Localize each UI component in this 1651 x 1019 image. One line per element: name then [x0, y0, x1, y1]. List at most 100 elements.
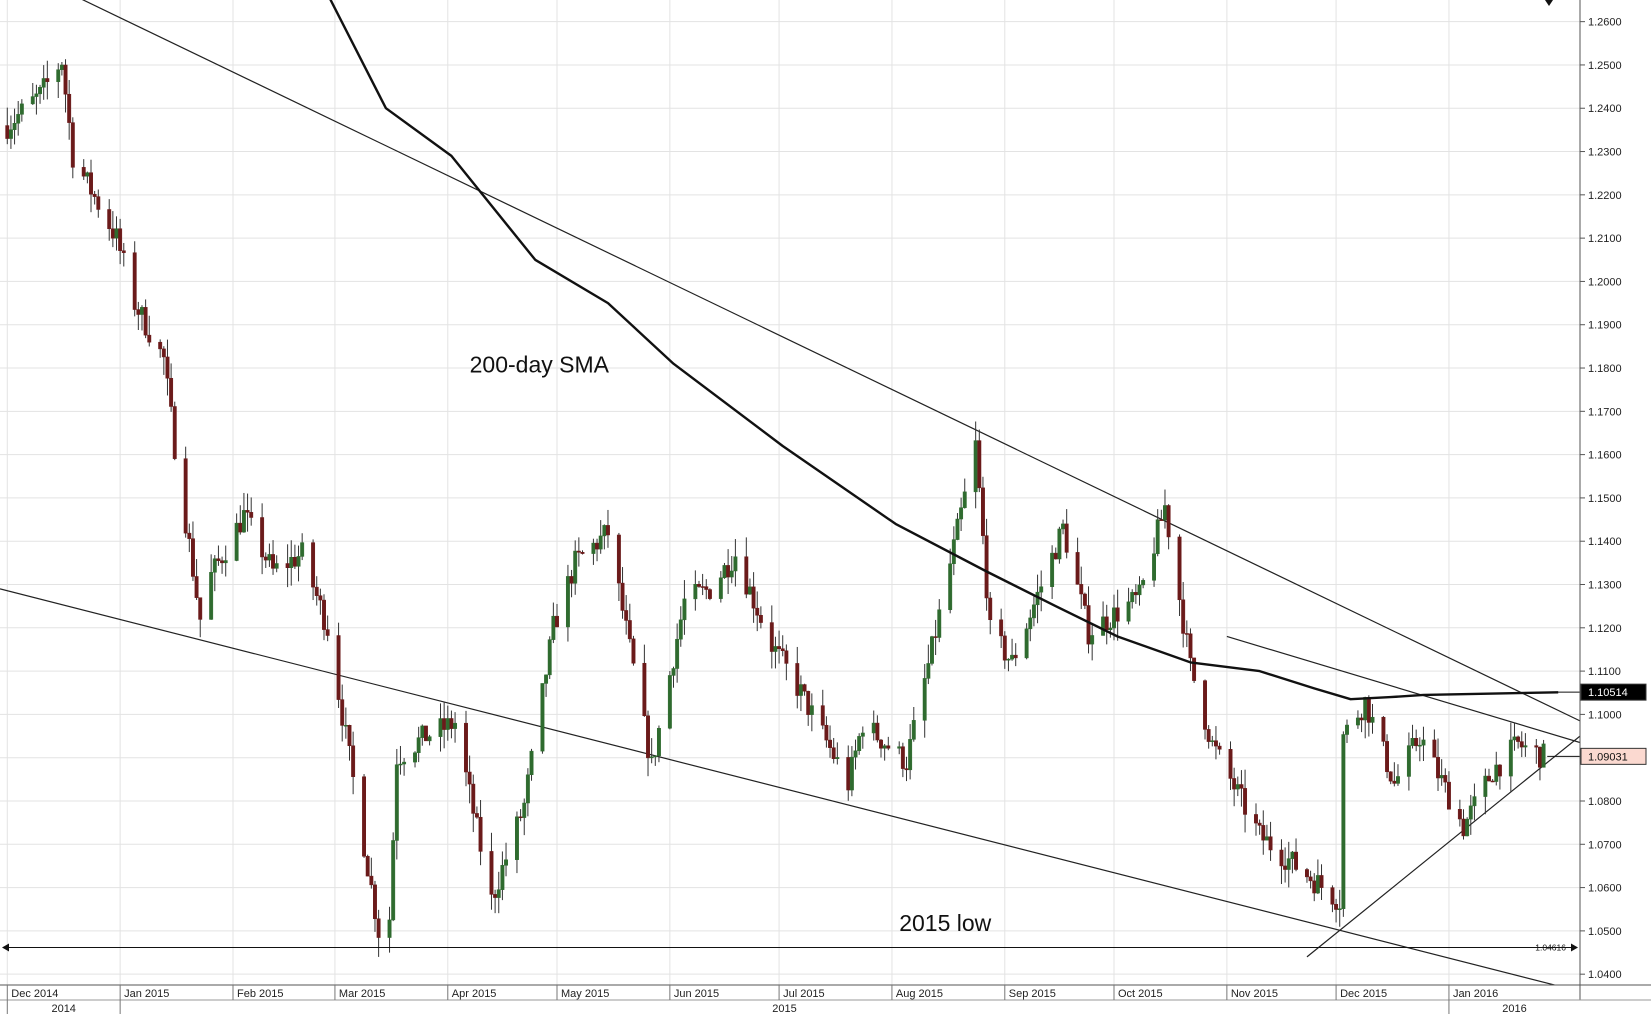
candle-body: [158, 341, 163, 350]
candle-body: [937, 609, 942, 638]
horizontal-levels: [4, 691, 1580, 949]
candle-body: [41, 78, 46, 88]
candle-body: [1490, 780, 1495, 783]
candle-body: [726, 565, 731, 578]
candle-body: [1228, 749, 1233, 779]
candle-body: [547, 639, 552, 676]
grid-lines: [0, 0, 1580, 985]
x-tick-label: Jun 2015: [674, 988, 719, 1000]
y-tick-label: 1.0600: [1588, 883, 1622, 895]
candle-body: [1334, 904, 1339, 910]
candle-body: [351, 745, 356, 777]
candle-body: [198, 597, 203, 620]
x-tick-label: May 2015: [561, 988, 609, 1000]
x-tick-label: Jan 2015: [124, 988, 169, 1000]
candle-body: [780, 648, 785, 652]
candle-body: [362, 776, 367, 857]
x-tick-label: Aug 2015: [896, 988, 943, 1000]
candle-body: [973, 440, 978, 493]
candle-body: [413, 752, 417, 763]
y-tick-label: 1.1000: [1588, 709, 1622, 721]
candle-body: [933, 636, 938, 638]
candle-body: [573, 550, 578, 584]
candle-body: [1305, 869, 1309, 878]
trendline-rising-support: [1306, 735, 1580, 958]
candle-body: [1108, 627, 1113, 631]
candle-body: [773, 646, 778, 652]
candle-body: [45, 78, 50, 82]
candle-body: [67, 93, 72, 123]
candle-body: [1461, 818, 1466, 837]
y-tick-label: 1.1700: [1588, 406, 1622, 418]
trendline-lower-falling: [0, 588, 1557, 985]
candle-body: [190, 538, 195, 577]
candle-body: [1457, 809, 1462, 820]
x-tick-label: Apr 2015: [452, 988, 497, 1000]
y-tick-label: 1.1200: [1588, 623, 1622, 635]
candle-body: [1213, 740, 1218, 747]
candle-body: [849, 756, 854, 791]
candle-body: [1439, 775, 1444, 779]
candle-body: [784, 650, 789, 664]
candle-body: [1203, 680, 1207, 730]
candle-body: [1075, 552, 1080, 585]
candle-body: [602, 525, 607, 537]
scroll-marker-icon: [1545, 0, 1553, 6]
candle-body: [1363, 697, 1368, 721]
candle-body: [387, 919, 392, 938]
candle-body: [1370, 716, 1375, 723]
candle-body: [1163, 505, 1167, 521]
candle-body: [729, 570, 734, 578]
candle-body: [1523, 745, 1528, 748]
candle-body: [300, 542, 305, 557]
candle-body: [1294, 851, 1298, 870]
candle-body: [1130, 592, 1135, 603]
candle-body: [1345, 724, 1349, 735]
candle-body: [1101, 616, 1106, 636]
candle-body: [1206, 729, 1211, 742]
x-tick-label: Dec 2015: [1340, 988, 1387, 1000]
candle-body: [1516, 736, 1521, 742]
candle-body: [1465, 818, 1470, 837]
candle-body: [59, 64, 64, 70]
candle-body: [1141, 580, 1146, 586]
candle-body: [343, 725, 348, 727]
candle-body: [860, 732, 865, 737]
candle-body: [1268, 836, 1273, 851]
candle-body: [555, 615, 559, 628]
candle-body: [489, 851, 494, 895]
year-label: 2016: [1502, 1003, 1526, 1014]
candle-body: [718, 577, 723, 599]
candle-body: [1028, 617, 1033, 630]
candle-body: [820, 705, 825, 726]
current-price-tag-box: [1580, 747, 1647, 765]
candle-body: [955, 518, 960, 540]
candle-body: [1337, 908, 1342, 910]
candle-body: [110, 228, 115, 239]
candlesticks: [5, 59, 1546, 957]
candle-body: [675, 638, 680, 669]
candle-body: [882, 745, 887, 749]
candle-body: [948, 563, 953, 610]
candle-body: [1541, 743, 1546, 768]
candle-body: [1192, 657, 1197, 681]
candle-body: [427, 736, 432, 742]
candle-body: [646, 715, 650, 759]
candle-body: [1159, 519, 1164, 521]
candle-body: [474, 813, 479, 818]
candle-body: [172, 406, 177, 459]
candle-body: [12, 123, 17, 130]
candle-body: [420, 725, 425, 738]
y-tick-label: 1.1300: [1588, 580, 1622, 592]
candle-body: [544, 674, 549, 684]
y-tick-label: 1.2600: [1588, 17, 1622, 29]
sma-200-path: [329, 0, 1559, 701]
candle-body: [245, 510, 250, 513]
candle-body: [1257, 822, 1262, 826]
candle-body: [551, 615, 556, 640]
candle-body: [1286, 858, 1291, 870]
candle-body: [642, 662, 647, 716]
candle-body: [1239, 784, 1244, 789]
